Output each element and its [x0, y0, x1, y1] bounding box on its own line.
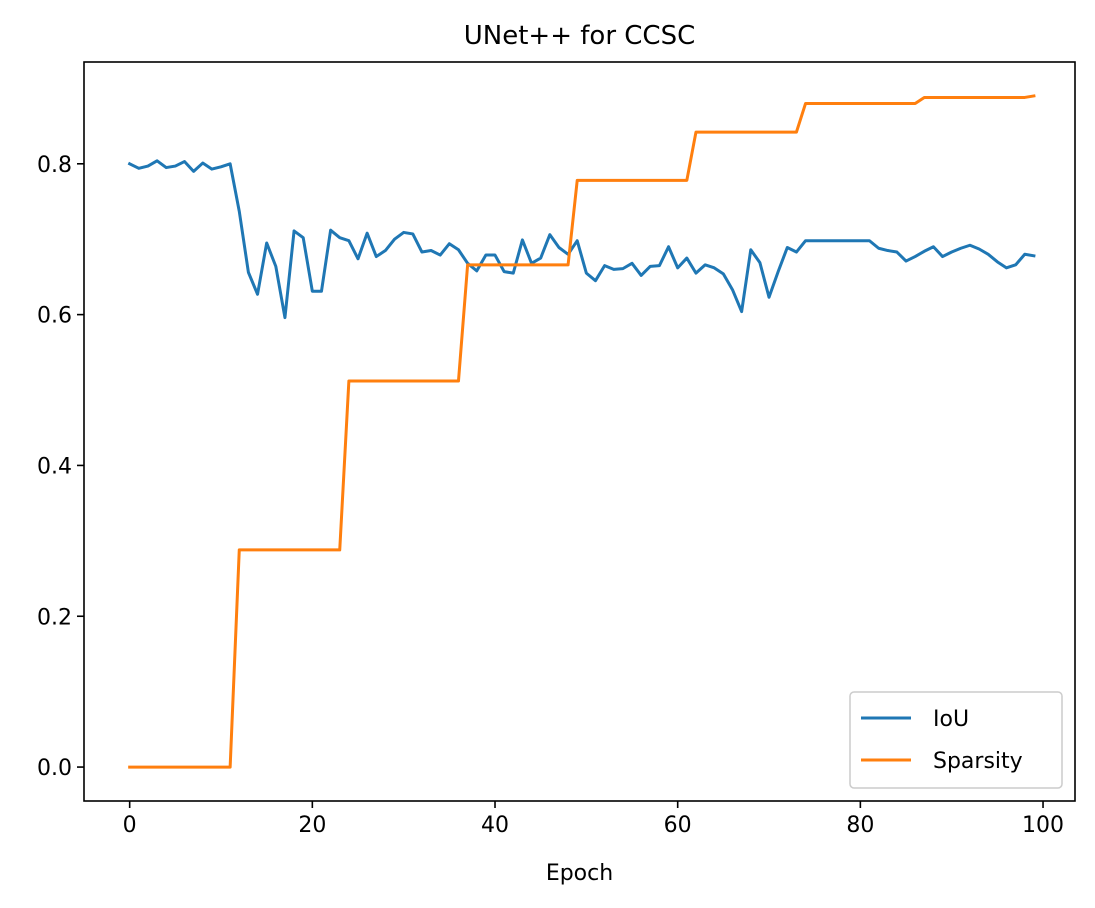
legend: IoU Sparsity	[849, 691, 1063, 789]
y-tick-label: 0.8	[37, 153, 72, 178]
y-tick-label: 0.6	[37, 304, 72, 329]
legend-label: IoU	[933, 707, 969, 732]
y-tick-label: 0.0	[37, 756, 72, 781]
plot-frame	[83, 61, 1076, 802]
series-line-iou	[127, 159, 1036, 320]
series-line-sparsity	[128, 94, 1036, 769]
chart-title: UNet++ for CCSC	[464, 21, 696, 51]
x-tick-label: 100	[1022, 813, 1064, 838]
x-tick-label: 60	[664, 813, 692, 838]
x-axis-label: Epoch	[546, 861, 613, 886]
x-tick-label: 0	[123, 813, 137, 838]
x-tick-label: 20	[298, 813, 326, 838]
legend-box	[849, 691, 1063, 789]
y-tick-label: 0.2	[37, 605, 72, 630]
y-tick-label: 0.4	[37, 454, 72, 479]
legend-label: Sparsity	[933, 749, 1023, 774]
series-group	[127, 94, 1036, 769]
x-tick-label: 40	[481, 813, 509, 838]
x-axis: 0 20 40 60 80 100	[123, 801, 1064, 838]
y-axis: 0.0 0.2 0.4 0.6 0.8	[37, 153, 84, 781]
x-tick-label: 80	[846, 813, 874, 838]
